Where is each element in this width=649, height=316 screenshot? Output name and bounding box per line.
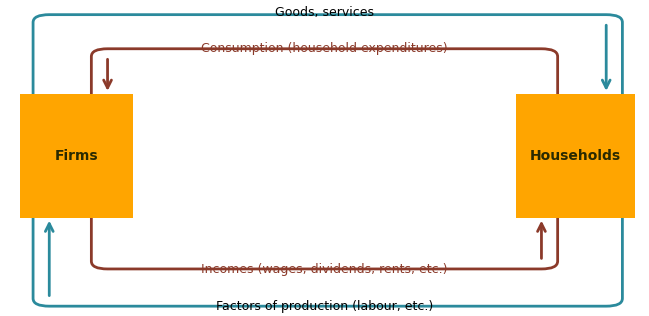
FancyBboxPatch shape [515,94,635,218]
Text: Goods, services: Goods, services [275,6,374,19]
Text: Households: Households [530,149,621,163]
FancyBboxPatch shape [20,94,134,218]
Text: Consumption (household expenditures): Consumption (household expenditures) [201,42,448,55]
Text: Firms: Firms [55,149,99,163]
Text: Factors of production (labour, etc.): Factors of production (labour, etc.) [216,300,433,313]
Text: Incomes (wages, dividends, rents, etc.): Incomes (wages, dividends, rents, etc.) [201,263,448,276]
